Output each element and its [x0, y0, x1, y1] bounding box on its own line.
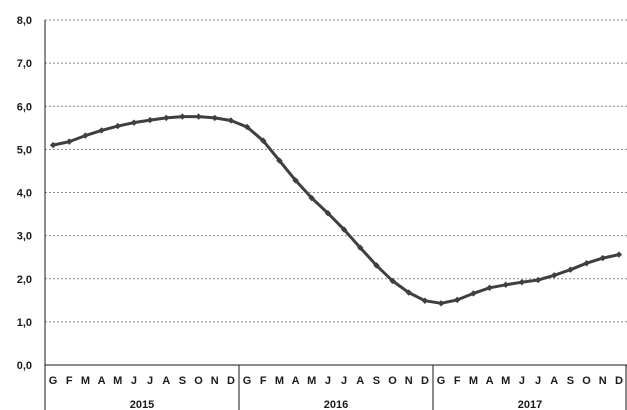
y-tick-label: 3,0 [17, 231, 32, 243]
data-point [114, 122, 121, 130]
x-tick-label-month: G [243, 375, 252, 387]
data-point [179, 113, 186, 120]
data-point [389, 277, 396, 285]
data-point [243, 123, 251, 131]
data-point [373, 262, 380, 269]
y-tick-label: 7,0 [17, 58, 32, 70]
x-tick-label-month: M [113, 375, 122, 387]
y-tick-label: 0,0 [17, 360, 32, 372]
data-point [567, 266, 574, 273]
x-tick-label-month: J [341, 375, 347, 387]
x-axis-year-labels: 2015 2016 2017 [130, 399, 542, 410]
y-axis-tick-labels: 0,0 1,0 2,0 3,0 4,0 5,0 6,0 7,0 8,0 [17, 15, 32, 372]
x-tick-label-month: S [179, 375, 186, 387]
y-tick-label: 2,0 [17, 274, 32, 286]
x-tick-label-month: G [49, 375, 58, 387]
x-tick-label-month: S [373, 375, 380, 387]
x-tick-label-month: M [81, 375, 90, 387]
data-point [308, 194, 315, 202]
y-tick-label: 5,0 [17, 144, 32, 156]
data-point [405, 289, 412, 296]
data-point [163, 114, 170, 122]
x-tick-label-month: A [486, 375, 494, 387]
x-tick-label-month: A [98, 375, 106, 387]
x-tick-label-month: M [275, 375, 284, 387]
x-tick-label-month: G [437, 375, 446, 387]
data-point [324, 210, 332, 217]
x-tick-label-month: F [66, 375, 73, 387]
data-point [454, 296, 461, 304]
data-point [276, 157, 283, 164]
data-point [437, 300, 445, 307]
data-point [615, 251, 623, 258]
x-tick-label-month: N [405, 375, 413, 387]
x-tick-label-month: O [194, 375, 203, 387]
data-point [340, 226, 348, 233]
data-point [130, 119, 138, 126]
x-tick-label-month: A [356, 375, 364, 387]
x-tick-label-month: F [260, 375, 267, 387]
x-tick-label-month: A [292, 375, 300, 387]
x-tick-label-month: N [599, 375, 607, 387]
data-point [66, 138, 73, 145]
data-point [260, 137, 267, 144]
x-tick-label-year: 2016 [324, 399, 348, 410]
x-tick-label-month: J [147, 375, 153, 387]
data-point [470, 290, 477, 297]
x-tick-label-month: J [325, 375, 331, 387]
data-point [357, 244, 364, 251]
x-tick-label-month: J [131, 375, 137, 387]
data-point [502, 281, 509, 288]
x-tick-label-month: D [615, 375, 623, 387]
series-line [52, 115, 620, 305]
y-tick-label: 1,0 [17, 317, 32, 329]
x-tick-label-month: M [469, 375, 478, 387]
y-tick-label: 6,0 [17, 101, 32, 113]
series-group [49, 113, 623, 307]
data-point [551, 272, 558, 279]
x-tick-label-month: D [421, 375, 429, 387]
data-point [518, 279, 526, 286]
data-point [49, 141, 57, 149]
data-point [534, 276, 542, 284]
x-tick-label-month: A [550, 375, 558, 387]
x-tick-label-month: M [501, 375, 510, 387]
axes [44, 20, 627, 410]
data-point [486, 284, 493, 292]
x-tick-label-month: N [211, 375, 219, 387]
y-tick-label: 4,0 [17, 188, 32, 200]
data-point [211, 114, 218, 122]
data-point [227, 117, 235, 124]
x-tick-label-month: O [582, 375, 591, 387]
data-point [599, 254, 606, 262]
data-point [195, 113, 202, 120]
x-tick-label-month: D [227, 375, 235, 387]
x-tick-label-year: 2015 [130, 399, 154, 410]
x-tick-label-month: O [388, 375, 397, 387]
x-tick-label-month: S [567, 375, 574, 387]
x-tick-label-month: A [162, 375, 170, 387]
data-point [98, 127, 105, 134]
data-point [146, 116, 154, 124]
x-tick-label-year: 2017 [518, 399, 542, 410]
data-point [82, 132, 89, 139]
x-tick-label-month: J [519, 375, 525, 387]
data-point [583, 260, 590, 267]
x-tick-label-month: M [307, 375, 316, 387]
x-tick-label-month: J [535, 375, 541, 387]
x-tick-label-month: F [454, 375, 461, 387]
data-point [292, 177, 299, 184]
data-point [421, 297, 429, 304]
gridlines [45, 19, 627, 323]
y-tick-label: 8,0 [17, 15, 32, 27]
